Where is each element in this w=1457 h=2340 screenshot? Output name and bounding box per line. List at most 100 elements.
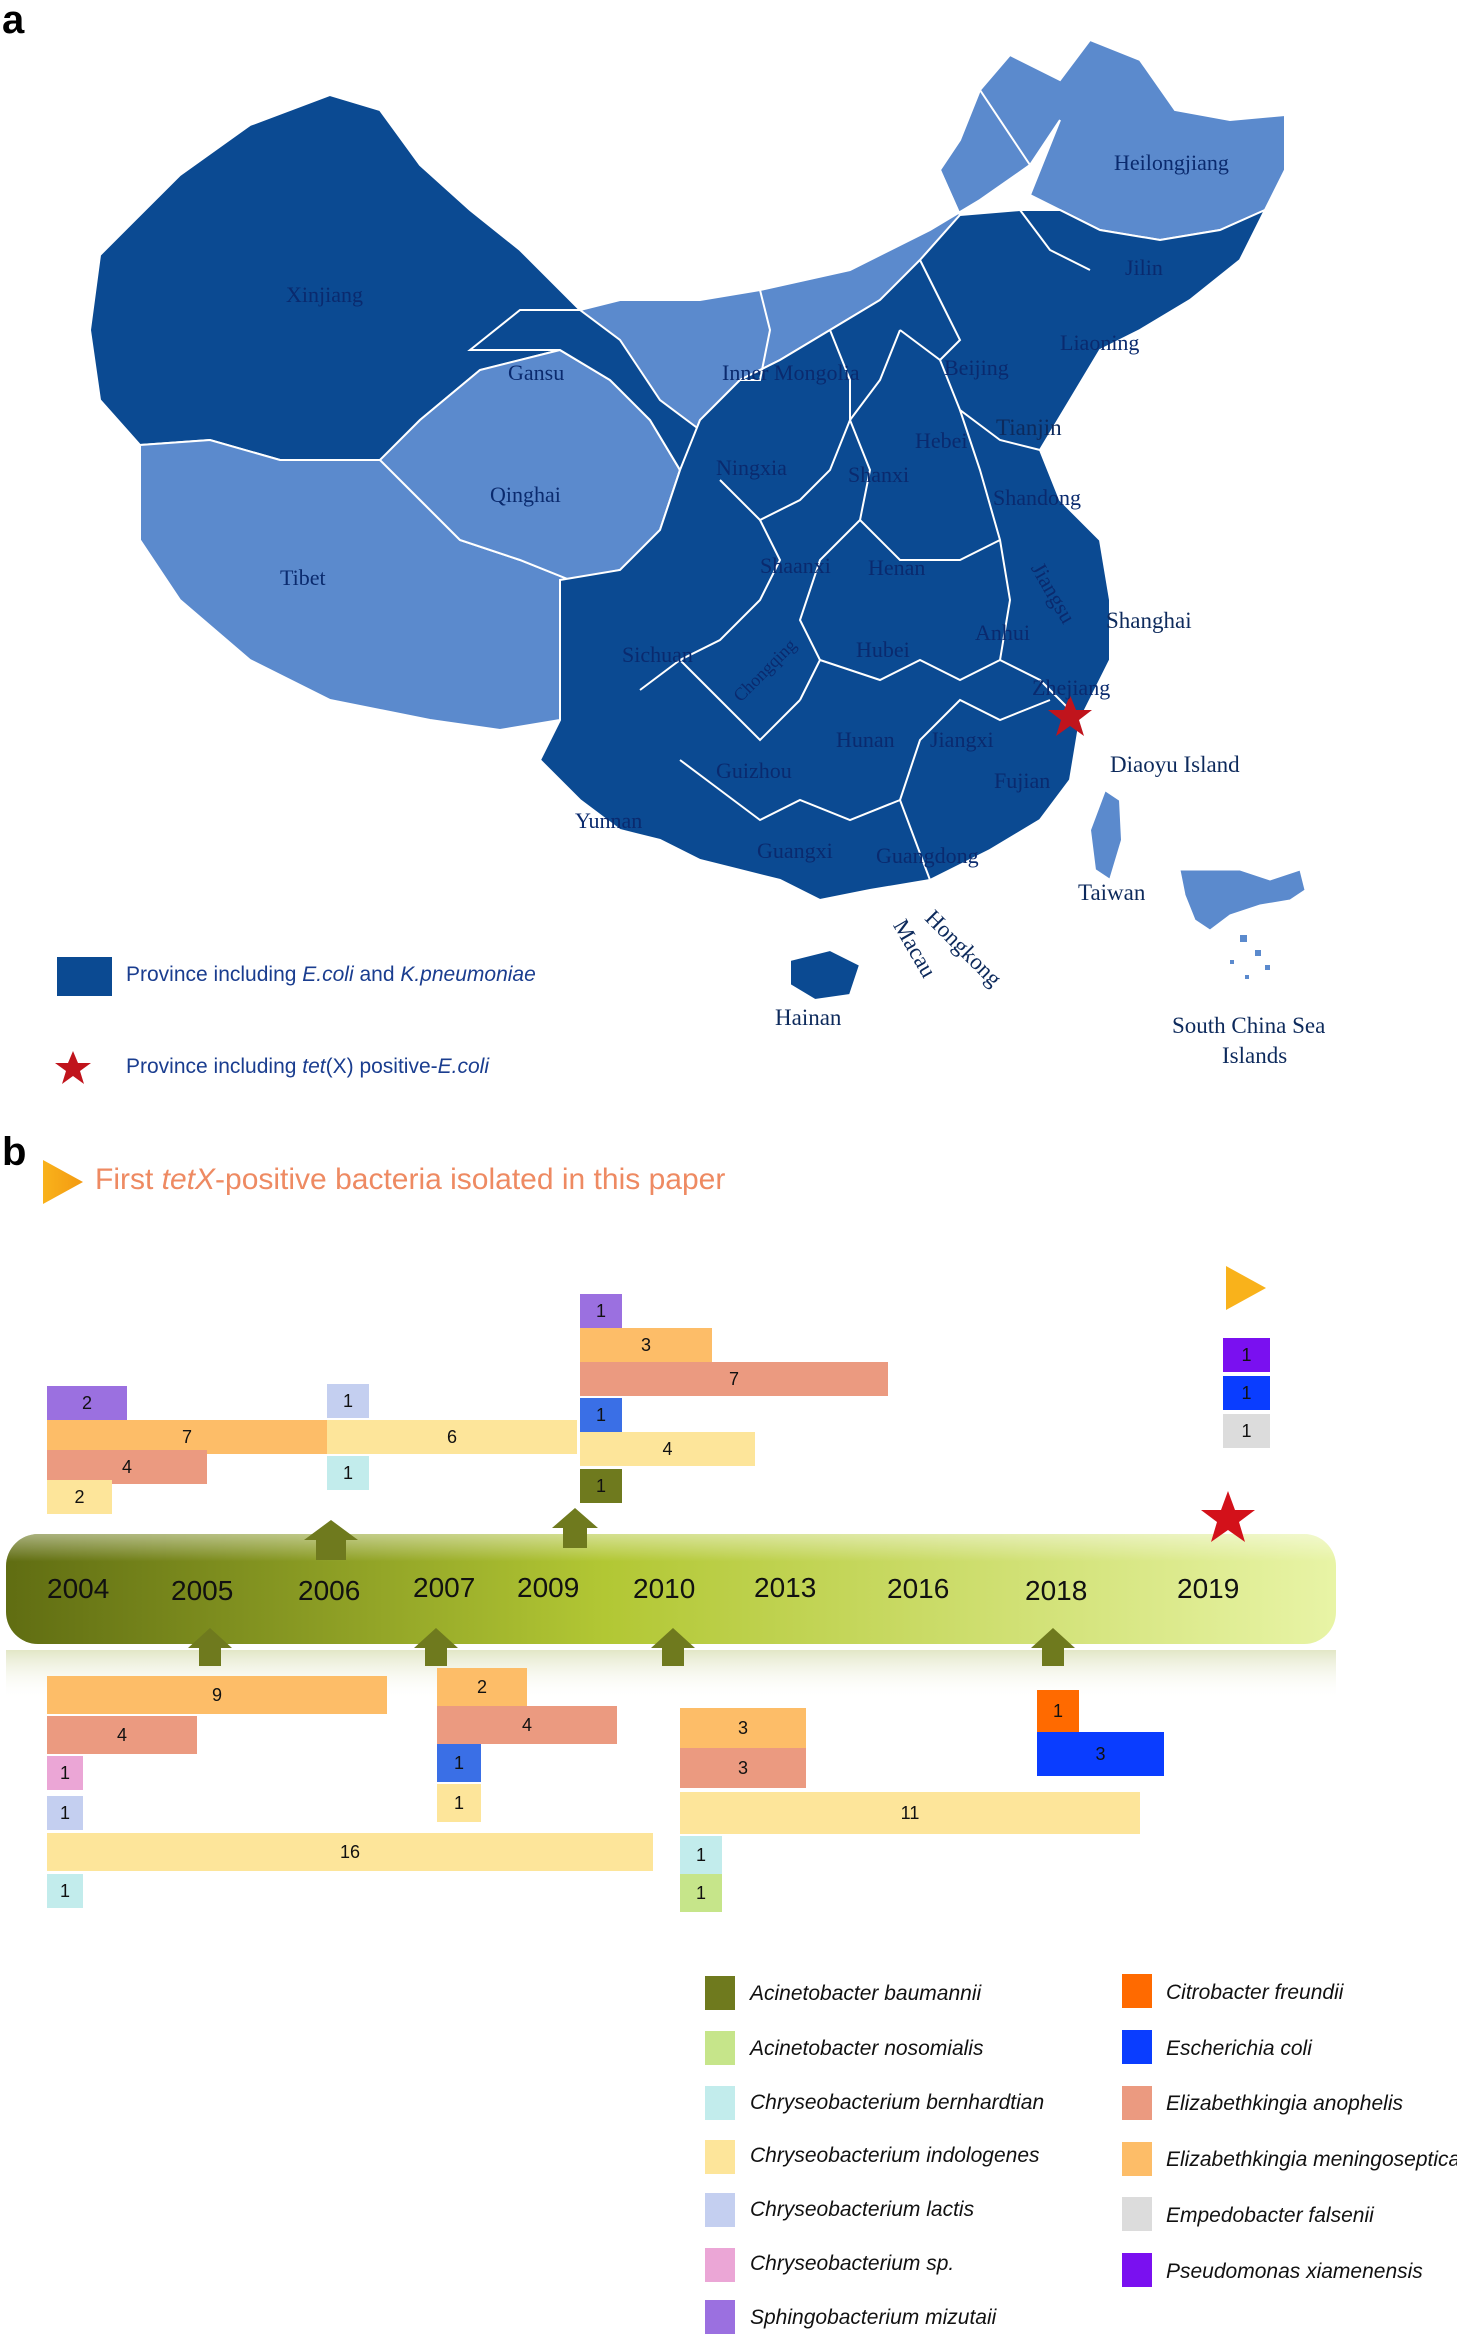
south-china-sea-dots <box>1230 935 1270 979</box>
label-shanghai: Shanghai <box>1106 608 1192 633</box>
bar-2004-indologenes: 2 <box>47 1480 112 1514</box>
legend-swatch-lactis <box>705 2193 735 2227</box>
year-2010: 2010 <box>633 1573 696 1604</box>
bar-2009-meningoseptica: 3 <box>580 1328 712 1362</box>
bar-2006-bernhardtian: 1 <box>327 1456 369 1490</box>
label-beijing: Beijing <box>944 355 1009 380</box>
year-2006: 2006 <box>298 1575 361 1606</box>
legend-item-province: Province including E.coli and K.pneumoni… <box>126 963 536 986</box>
bar-2004-anophelis: 4 <box>47 1450 207 1484</box>
legend-swatch-indologenes <box>705 2140 735 2174</box>
bar-2005-meningoseptica: 9 <box>47 1676 387 1714</box>
label-south-china-sea: South China Sea <box>1172 1013 1326 1038</box>
label-yunnan: Yunnan <box>575 808 643 833</box>
zhejiang-star-icon <box>1048 695 1092 736</box>
bar-2006-indologenes: 6 <box>327 1420 577 1454</box>
legend-label-baumannii: Acinetobacter baumannii <box>750 1982 982 2005</box>
bar-2007-meningoseptica: 2 <box>437 1668 527 1706</box>
legend-swatch-bernhardtian <box>705 2086 735 2120</box>
legend-swatch-chryseobacterium-sp <box>705 2248 735 2282</box>
legend-label-lactis: Chryseobacterium lactis <box>750 2198 975 2221</box>
panel-label-a: a <box>2 0 25 42</box>
label-jilin: Jilin <box>1125 255 1163 280</box>
year-2005: 2005 <box>171 1575 234 1606</box>
legend-star-icon <box>55 1051 91 1084</box>
legend-swatch-sphingobacterium <box>705 2300 735 2334</box>
bar-2019-ecoli: 1 <box>1223 1376 1270 1410</box>
province-boundaries <box>639 169 1091 881</box>
bar-2006-lactis: 1 <box>327 1384 369 1418</box>
timeline-star-icon <box>1201 1491 1255 1542</box>
bar-2010-meningoseptica: 3 <box>680 1708 806 1748</box>
bar-2004-meningoseptica: 7 <box>47 1420 327 1454</box>
bar-2005-indologenes: 16 <box>47 1833 653 1871</box>
panel-label-b: b <box>2 1130 27 1174</box>
legend-swatch-citrobacter <box>1122 1974 1152 2008</box>
legend-label-xiamenensis: Pseudomonas xiamenensis <box>1166 2260 1423 2283</box>
bar-2009-baumannii: 1 <box>580 1469 622 1503</box>
bar-2007-indologenes: 1 <box>437 1784 481 1822</box>
bar-2019-falsenii: 1 <box>1223 1414 1270 1448</box>
arrow-2019-icon <box>1226 1266 1266 1310</box>
year-2013: 2013 <box>754 1572 817 1603</box>
label-heilongjiang: Heilongjiang <box>1114 150 1229 175</box>
legend-swatch-nosomialis <box>705 2031 735 2065</box>
label-hainan: Hainan <box>775 1005 842 1030</box>
label-shanxi: Shanxi <box>848 462 910 487</box>
year-2018: 2018 <box>1025 1575 1088 1606</box>
legend-label-bernhardtian: Chryseobacterium bernhardtian <box>750 2091 1045 2114</box>
label-south-china-sea-islands: Islands <box>1222 1043 1288 1068</box>
region-central-east-shape <box>538 207 1268 902</box>
timeline-arrows <box>188 1508 1075 1666</box>
legend-swatch-anophelis <box>1122 2086 1152 2120</box>
bar-2018-ecoli: 3 <box>1037 1732 1164 1776</box>
legend-swatch-falsenii <box>1122 2197 1152 2231</box>
label-tibet: Tibet <box>280 565 326 590</box>
label-guizhou: Guizhou <box>716 758 792 783</box>
legend-swatch-ecoli <box>1122 2030 1152 2064</box>
legend-label-anophelis: Elizabethkingia anophelis <box>1166 2092 1403 2115</box>
label-henan: Henan <box>868 555 926 580</box>
year-2009: 2009 <box>517 1572 580 1603</box>
bar-2009-ecoli: 1 <box>580 1398 622 1432</box>
bar-2009-anophelis: 7 <box>580 1362 888 1396</box>
bar-2005-anophelis: 4 <box>47 1716 197 1754</box>
bar-2009-indologenes: 4 <box>580 1432 755 1466</box>
label-hunan: Hunan <box>836 727 895 752</box>
label-shandong: Shandong <box>993 485 1081 510</box>
legend-swatch-meningoseptica <box>1122 2142 1152 2176</box>
year-2016: 2016 <box>887 1573 950 1604</box>
year-2007: 2007 <box>413 1572 476 1603</box>
legend-label-chryseobacterium-sp: Chryseobacterium sp. <box>750 2252 955 2275</box>
legend-label-ecoli: Escherichia coli <box>1166 2037 1312 2060</box>
label-hubei: Hubei <box>856 637 910 662</box>
bar-2010-nosomialis: 1 <box>680 1874 722 1912</box>
bar-2009-sphingobacterium: 1 <box>580 1294 622 1328</box>
bar-2018-citrobacter: 1 <box>1037 1690 1079 1732</box>
bar-2019-xiamenensis: 1 <box>1223 1338 1270 1372</box>
legend-swatch-baumannii <box>705 1976 735 2010</box>
legend-label-indologenes: Chryseobacterium indologenes <box>750 2144 1040 2167</box>
label-diaoyu-island: Diaoyu Island <box>1110 752 1240 777</box>
bar-2004-sphingobacterium: 2 <box>47 1386 127 1420</box>
label-gansu: Gansu <box>508 360 565 385</box>
label-tianjin: Tianjin <box>996 415 1062 440</box>
legend-label-meningoseptica: Elizabethkingia meningoseptica <box>1166 2148 1457 2171</box>
label-liaoning: Liaoning <box>1060 330 1140 355</box>
bar-2005-chryseobacterium-sp: 1 <box>47 1756 83 1790</box>
region-hainan-shape <box>789 948 862 1002</box>
legend-label-falsenii: Empedobacter falsenii <box>1166 2204 1374 2227</box>
label-anhui: Anhui <box>975 620 1030 645</box>
legend-label-nosomialis: Acinetobacter nosomialis <box>750 2037 984 2060</box>
bar-2010-bernhardtian: 1 <box>680 1836 722 1874</box>
label-shaanxi: Shaanxi <box>760 553 831 578</box>
legend-item-tetx: Province including tet(X) positive-E.col… <box>126 1055 490 1078</box>
timeline-bar <box>6 1534 1336 1700</box>
bar-2007-ecoli: 1 <box>437 1744 481 1782</box>
label-guangdong: Guangdong <box>876 843 979 868</box>
label-fujian: Fujian <box>994 768 1051 793</box>
label-taiwan: Taiwan <box>1078 880 1146 905</box>
panel-b-header: First tetX-positive bacteria isolated in… <box>95 1163 726 1196</box>
label-zhejiang: Zhejiang <box>1032 675 1111 700</box>
bar-2010-anophelis: 3 <box>680 1748 806 1788</box>
